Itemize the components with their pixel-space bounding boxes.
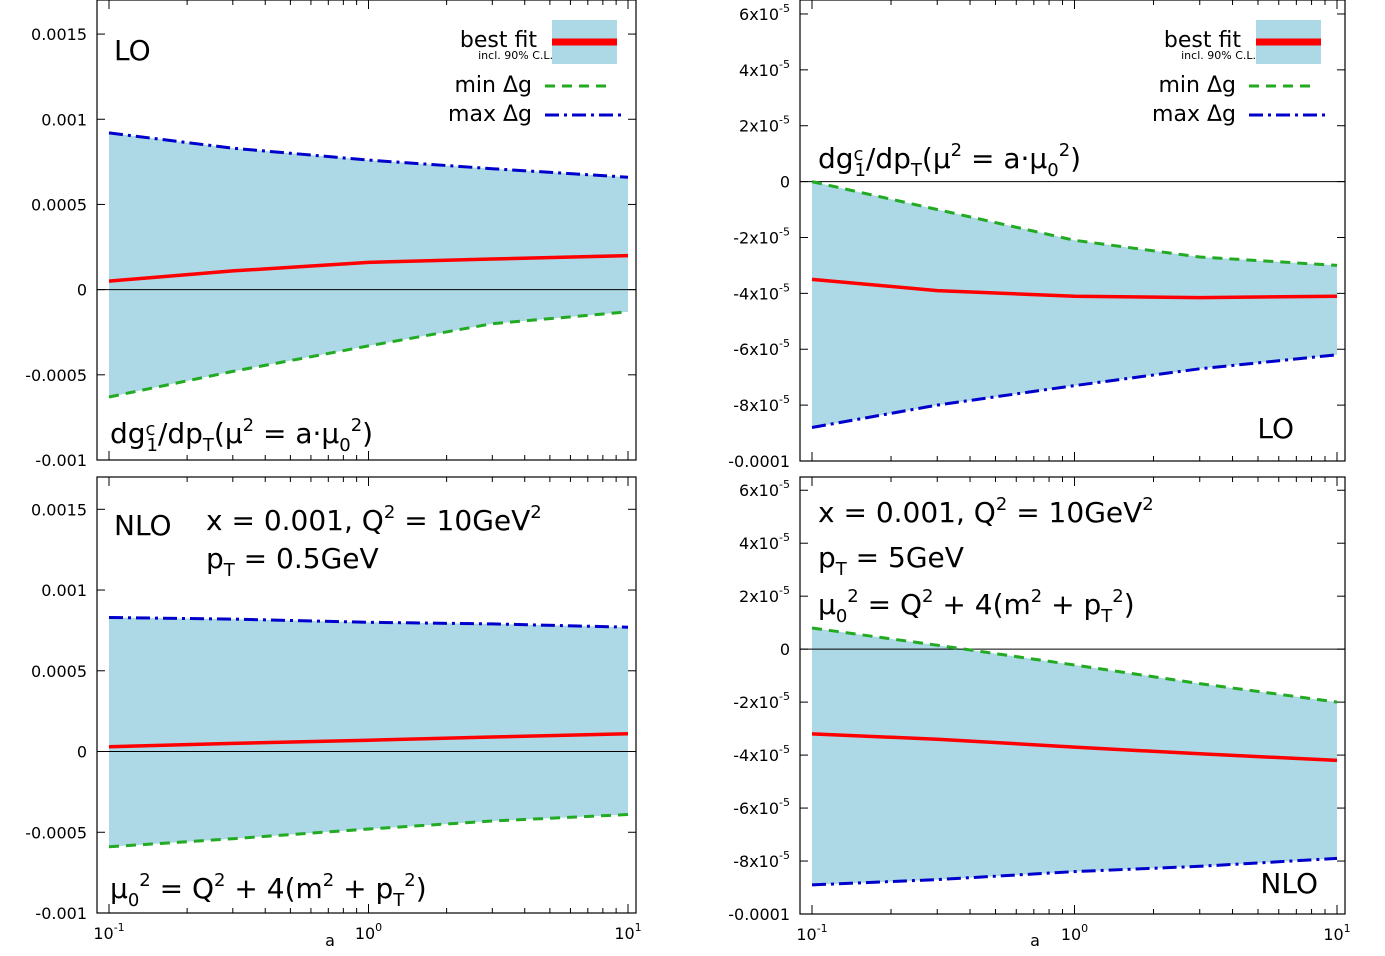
y-tick-label: -2x10-5 <box>733 225 790 247</box>
x-tick-label: 100 <box>1061 922 1088 944</box>
y-tick-label: -8x10-5 <box>733 393 790 415</box>
frame-rect <box>96 476 637 914</box>
order-label: NLO <box>1260 867 1318 900</box>
confidence-band <box>812 181 1337 428</box>
confidence-band <box>109 617 628 847</box>
series-max-line <box>811 353 1338 429</box>
y-tick-label: 6x10-5 <box>739 478 790 500</box>
y-tick-label: -4x10-5 <box>733 281 790 303</box>
scale-label: μ02 = Q2 + 4(m2 + pT2) <box>818 586 1135 627</box>
x-tick-label: 101 <box>1323 922 1350 944</box>
confidence-band <box>109 132 628 397</box>
legend-best-sublabel: incl. 90% C.L. <box>478 49 553 62</box>
plot-frame <box>799 0 1346 462</box>
legend-best-sublabel: incl. 90% C.L. <box>1181 49 1256 62</box>
series-max-line <box>108 131 629 179</box>
y-tick-label: -8x10-5 <box>733 849 790 871</box>
y-tick-label: 0.0005 <box>31 662 87 681</box>
y-tick-label: -0.001 <box>35 904 87 923</box>
pt-label: pT = 5GeV <box>818 541 964 580</box>
y-tick-label: 4x10-5 <box>739 531 790 553</box>
order-label: LO <box>1257 412 1294 445</box>
series-best-line <box>108 253 629 283</box>
frame-rect <box>799 0 1346 462</box>
x-tick-label: 10-1 <box>796 922 827 944</box>
legend-max-label: max Δg <box>448 102 532 127</box>
y-tick-label: -0.0001 <box>728 452 790 471</box>
band-area <box>812 181 1337 428</box>
pt-label: pT = 0.5GeV <box>206 542 379 581</box>
plot-frame <box>96 476 637 914</box>
y-tick-label: 2x10-5 <box>739 114 790 136</box>
y-tick-label: 4x10-5 <box>739 58 790 80</box>
confidence-band <box>812 628 1337 885</box>
y-tick-label: -4x10-5 <box>733 743 790 765</box>
legend-best-label: best fit <box>1164 28 1241 53</box>
y-tick-label: 0.001 <box>41 581 87 600</box>
panel-bottom-right: 6x10-5 4x10-5 2x10-5 0 -2x10-5 -4x10-5 -6x10-5… <box>728 476 1351 944</box>
plot-frame <box>96 0 637 461</box>
band-area <box>109 132 628 397</box>
panel-bottom-left: 0.0015 0.001 0.0005 0 -0.0005 -0.001 10-1 100 10… <box>25 476 642 943</box>
series-min-line <box>108 813 629 849</box>
x-tick-label: 100 <box>355 921 382 943</box>
y-tick-label: -6x10-5 <box>733 796 790 818</box>
x-tick-label: 101 <box>614 921 641 943</box>
series-lines <box>811 626 1338 887</box>
scale-label: μ02 = Q2 + 4(m2 + pT2) <box>110 870 427 911</box>
panel-top-right: 6x10-5 4x10-5 2x10-5 0 -2x10-5 -4x10-5 -6x10-5… <box>728 0 1346 471</box>
kinematics-label: x = 0.001, Q2 = 10GeV2 <box>818 494 1154 529</box>
y-tick-label: 6x10-5 <box>739 2 790 24</box>
legend: best fit incl. 90% C.L. min Δg max Δg <box>448 20 625 127</box>
axis-ticks: 6x10-5 4x10-5 2x10-5 0 -2x10-5 -4x10-5 -6x10-5… <box>728 0 1345 471</box>
series-lines <box>108 616 629 849</box>
frame-rect <box>96 0 637 461</box>
legend-min-label: min Δg <box>1159 73 1237 98</box>
legend-best-label: best fit <box>460 28 537 53</box>
series-lines <box>811 180 1338 429</box>
series-best-line <box>811 277 1338 300</box>
y-tick-label: -6x10-5 <box>733 337 790 359</box>
y-tick-label: 2x10-5 <box>739 584 790 606</box>
series-min-line <box>811 180 1338 267</box>
observable-label: dgc 1/dpT(μ2 = a·μ02) <box>110 415 373 456</box>
y-tick-label: 0.0005 <box>31 195 87 214</box>
series-best-line <box>811 732 1338 763</box>
y-tick-label: 0.0015 <box>31 25 87 44</box>
y-tick-label: 0.0015 <box>31 500 87 519</box>
y-tick-label: 0 <box>77 743 87 762</box>
y-tick-label: 0 <box>77 281 87 300</box>
legend-min-label: min Δg <box>455 73 533 98</box>
y-tick-label: 0 <box>780 640 790 659</box>
y-tick-label: -0.0001 <box>728 905 790 924</box>
kinematics-label: x = 0.001, Q2 = 10GeV2 <box>206 502 542 537</box>
observable-label: dgc 1/dpT(μ2 = a·μ02) <box>818 140 1081 181</box>
y-tick-label: 0.001 <box>41 110 87 129</box>
plot-frame <box>799 476 1346 915</box>
axis-ticks: 0.0015 0.001 0.0005 0 -0.0005 -0.001 <box>25 0 636 470</box>
x-axis-label-left: a <box>325 931 335 950</box>
series-best-line <box>108 732 629 749</box>
order-label: NLO <box>114 509 172 542</box>
legend-max-label: max Δg <box>1152 102 1236 127</box>
frame-rect <box>799 476 1346 915</box>
axis-ticks: 0.0015 0.001 0.0005 0 -0.0005 -0.001 10-1 100 10… <box>25 477 642 943</box>
x-axis-label-right: a <box>1030 931 1040 950</box>
series-max-line <box>108 616 629 629</box>
series-max-line <box>811 856 1338 887</box>
x-tick-label: 10-1 <box>93 921 124 943</box>
y-tick-label: -0.0005 <box>25 823 87 842</box>
legend: best fit incl. 90% C.L. min Δg max Δg <box>1152 20 1329 127</box>
y-tick-label: 0 <box>780 173 790 192</box>
series-lines <box>108 131 629 399</box>
y-tick-label: -0.001 <box>35 451 87 470</box>
series-min-line <box>108 310 629 399</box>
order-label-visual: LO <box>114 34 151 67</box>
y-tick-label: -0.0005 <box>25 366 87 385</box>
band-area <box>109 617 628 847</box>
y-tick-label: -2x10-5 <box>733 690 790 712</box>
band-area <box>812 628 1337 885</box>
